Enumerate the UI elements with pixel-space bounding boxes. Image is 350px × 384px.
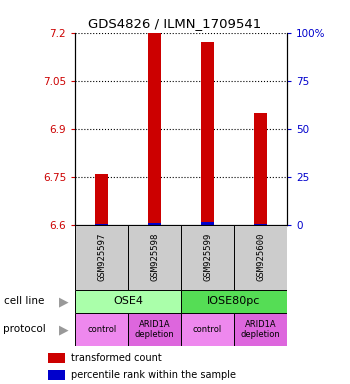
Bar: [75, 290, 181, 313]
Bar: [234, 313, 287, 346]
Text: ▶: ▶: [59, 323, 68, 336]
Text: percentile rank within the sample: percentile rank within the sample: [71, 370, 236, 380]
Bar: [48, 353, 64, 363]
Text: OSE4: OSE4: [113, 296, 143, 306]
Text: GDS4826 / ILMN_1709541: GDS4826 / ILMN_1709541: [88, 17, 262, 30]
Bar: [254, 224, 267, 225]
Bar: [95, 174, 108, 225]
Text: control: control: [193, 325, 222, 334]
Text: GSM925599: GSM925599: [203, 233, 212, 281]
Text: GSM925597: GSM925597: [97, 233, 106, 281]
Text: protocol: protocol: [4, 324, 46, 334]
Text: cell line: cell line: [4, 296, 44, 306]
Text: ARID1A
depletion: ARID1A depletion: [135, 319, 175, 339]
Text: GSM925598: GSM925598: [150, 233, 159, 281]
Bar: [48, 370, 64, 380]
Bar: [201, 42, 214, 225]
Bar: [75, 225, 128, 290]
Bar: [181, 290, 287, 313]
Text: transformed count: transformed count: [71, 353, 161, 363]
Bar: [128, 225, 181, 290]
Text: IOSE80pc: IOSE80pc: [207, 296, 261, 306]
Bar: [75, 313, 128, 346]
Bar: [148, 33, 161, 225]
Bar: [95, 224, 108, 225]
Text: control: control: [87, 325, 116, 334]
Text: GSM925600: GSM925600: [256, 233, 265, 281]
Bar: [128, 313, 181, 346]
Bar: [181, 313, 234, 346]
Bar: [201, 222, 214, 225]
Bar: [234, 225, 287, 290]
Bar: [254, 113, 267, 225]
Bar: [181, 225, 234, 290]
Bar: [148, 223, 161, 225]
Text: ▶: ▶: [59, 295, 68, 308]
Text: ARID1A
depletion: ARID1A depletion: [241, 319, 280, 339]
